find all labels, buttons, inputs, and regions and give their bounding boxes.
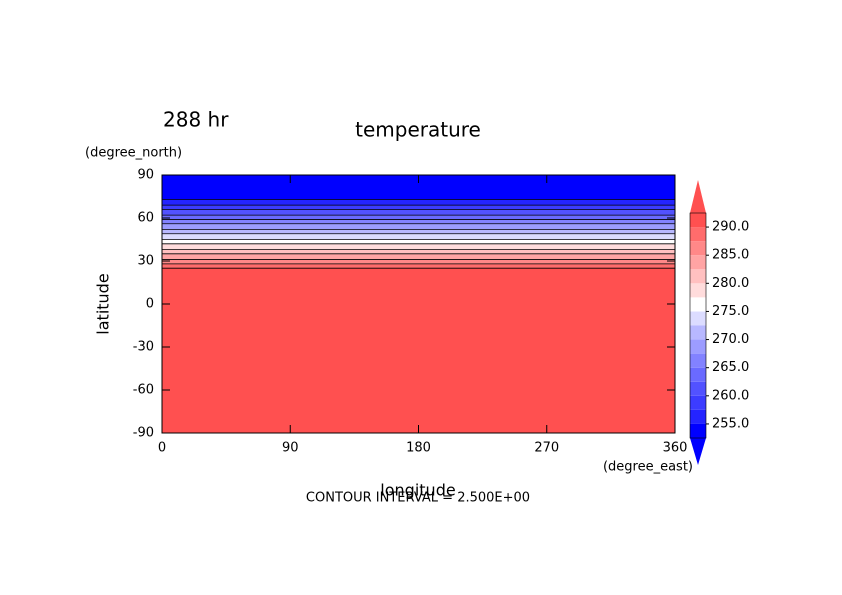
colorbar-tick-label: 270.0: [712, 332, 749, 347]
colorbar-segment: [690, 325, 706, 340]
y-tick-label: 0: [146, 297, 154, 312]
colorbar-segment: [690, 241, 706, 256]
y-axis-label: latitude: [94, 273, 113, 334]
colorbar-segment: [690, 367, 706, 382]
contour-band: [162, 219, 675, 224]
colorbar-segment: [690, 409, 706, 424]
colorbar-segment: [690, 423, 706, 438]
colorbar-extension: [690, 180, 706, 213]
note: CONTOUR INTERVAL = 2.500E+00: [306, 491, 530, 506]
colorbar-segment: [690, 311, 706, 326]
contour-band: [162, 243, 675, 250]
colorbar-extension: [690, 438, 706, 465]
contour-band: [162, 259, 675, 264]
contour-band: [162, 239, 675, 244]
colorbar-segment: [690, 395, 706, 410]
colorbar-segment: [690, 269, 706, 284]
colorbar-tick-label: 285.0: [712, 248, 749, 263]
x-tick-label: 270: [534, 441, 559, 456]
contour-band: [162, 199, 675, 206]
colorbar-segment: [690, 213, 706, 228]
contour-band: [162, 223, 675, 230]
colorbar-frame: [689, 212, 707, 439]
y-tick-label: 90: [137, 168, 154, 183]
colorbar-segment: [690, 353, 706, 368]
contour-band: [162, 249, 675, 254]
colorbar-segment: [690, 227, 706, 242]
colorbar-tick-label: 290.0: [712, 220, 749, 235]
colorbar-tick-label: 275.0: [712, 304, 749, 319]
y-unit: (degree_north): [85, 146, 182, 161]
contour-band: [162, 268, 675, 433]
contour-band: [162, 209, 675, 216]
y-tick-label: 60: [137, 211, 154, 226]
colorbar-tick-label: 265.0: [712, 360, 749, 375]
colorbar-segment: [690, 255, 706, 270]
contour-band: [162, 215, 675, 220]
colorbar-tick-label: 255.0: [712, 416, 749, 431]
colorbar-segment: [690, 283, 706, 298]
x-axis-label: longitude: [380, 481, 455, 500]
time-label: 288 hr: [163, 108, 229, 132]
contour-band: [162, 263, 675, 269]
colorbar-segment: [690, 381, 706, 396]
colorbar-segment: [690, 297, 706, 312]
colorbar-tick-label: 260.0: [712, 388, 749, 403]
y-tick-label: -30: [133, 340, 154, 355]
colorbar-tick-label: 280.0: [712, 276, 749, 291]
y-tick-label: -60: [133, 383, 154, 398]
y-tick-label: -90: [133, 426, 154, 441]
chart-title: temperature: [355, 118, 481, 142]
colorbar-segment: [690, 339, 706, 354]
x-tick-label: 0: [158, 441, 166, 456]
y-tick-label: 30: [137, 254, 154, 269]
contour-band: [162, 205, 675, 210]
x-tick-label: 180: [406, 441, 431, 456]
x-tick-label: 90: [282, 441, 299, 456]
contour-band: [162, 253, 675, 260]
x-tick-label: 360: [663, 441, 688, 456]
contour-band: [162, 233, 675, 240]
x-unit: (degree_east): [603, 460, 693, 475]
contour-band: [162, 229, 675, 234]
